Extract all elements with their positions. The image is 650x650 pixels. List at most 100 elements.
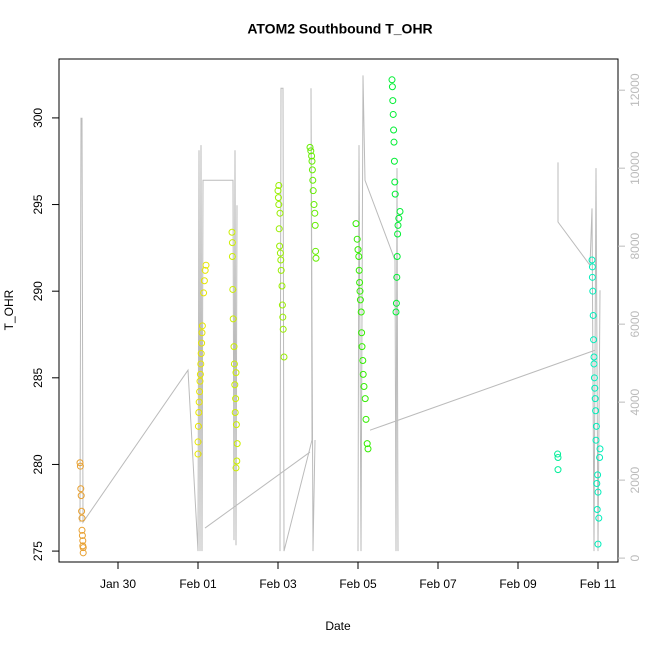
point [232,421,240,429]
point [589,287,597,295]
y2-tick-label: 4000 [628,388,642,415]
point [396,207,404,215]
x-tick-label: Feb 07 [419,577,457,591]
point [352,220,360,228]
point [594,540,602,548]
point [76,459,84,467]
point [356,296,364,304]
point [194,450,202,458]
point [279,325,287,333]
point [391,178,399,186]
point [594,488,602,496]
point [195,408,203,416]
point [198,322,206,330]
point [361,395,369,403]
point [394,230,402,238]
point [363,440,371,448]
point [308,157,316,165]
point [306,143,314,151]
point [276,249,284,257]
x-tick-label: Feb 09 [499,577,537,591]
point [275,181,283,189]
point [228,228,236,236]
point [595,514,603,522]
point [588,256,596,264]
point [279,313,287,321]
point [308,166,316,174]
x-tick-label: Feb 01 [179,577,217,591]
point [591,384,599,392]
x-tick-label: Feb 03 [259,577,297,591]
y-tick-label: 280 [31,454,45,474]
point [309,176,317,184]
point [78,526,86,534]
point [232,369,240,377]
point [309,187,317,195]
y2-tick-label: 0 [628,554,642,561]
point [360,382,368,390]
point [228,239,236,247]
point [280,353,288,361]
point [596,454,604,462]
point [311,209,319,217]
chart-title: ATOM2 Southbound T_OHR [247,21,432,37]
point [392,299,400,307]
point [359,356,367,364]
point [201,266,209,274]
y-tick-label: 285 [31,367,45,387]
point [593,480,601,488]
y-tick-label: 300 [31,108,45,128]
point [277,266,285,274]
point [589,311,597,319]
point [77,492,85,500]
x-tick-label: Jan 30 [100,577,136,591]
point [392,308,400,316]
point [278,301,286,309]
point [274,187,282,195]
point [230,343,238,351]
plot-frame [58,58,619,563]
point [231,381,239,389]
y-tick-label: 275 [31,541,45,561]
point [233,457,241,465]
point [78,507,86,515]
point [76,462,84,470]
point [228,253,236,261]
x-tick-label: Feb 05 [339,577,377,591]
y2-tick-label: 8000 [628,232,642,259]
point [274,194,282,202]
point [277,256,285,264]
point [592,407,600,415]
x-axis-label: Date [325,619,351,633]
point [275,201,283,209]
point [230,360,238,368]
y-axis-label: T_OHR [2,289,16,330]
point [354,246,362,254]
point [591,395,599,403]
point [353,235,361,243]
point [232,464,240,472]
x-tick-label: Feb 11 [580,577,617,591]
y2-tick-label: 10000 [628,151,642,185]
point [596,445,604,453]
y-tick-label: 290 [31,281,45,301]
point [554,454,562,462]
point [389,110,397,118]
point [196,370,204,378]
point [588,263,596,271]
point [395,214,403,222]
point [229,315,237,323]
point [390,157,398,165]
point [79,544,87,552]
point [276,242,284,250]
point [554,466,562,474]
point [590,360,598,368]
point [276,209,284,217]
point [79,549,87,557]
point [358,329,366,337]
point [194,438,202,446]
point [590,374,598,382]
point [357,308,365,316]
point [200,289,208,297]
